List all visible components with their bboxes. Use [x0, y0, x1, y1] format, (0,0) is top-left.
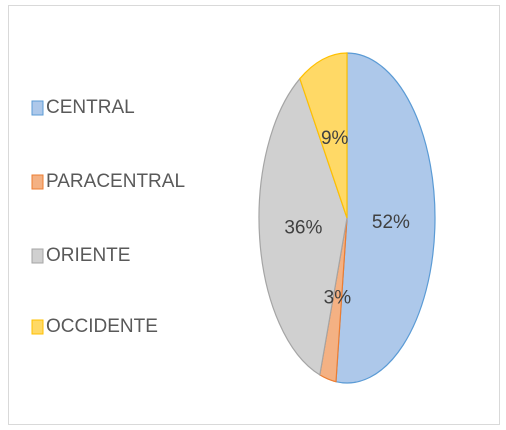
pie-slice	[258, 77, 348, 376]
data-label: 3%	[324, 288, 352, 309]
legend-label: PARACENTRAL	[46, 171, 185, 192]
legend-swatch	[31, 174, 44, 190]
data-label: 52%	[372, 212, 410, 233]
data-label: 36%	[284, 217, 322, 238]
data-label: 9%	[321, 128, 349, 149]
legend-swatch	[31, 100, 44, 116]
legend-label: CENTRAL	[46, 97, 135, 118]
pie-slice	[299, 52, 348, 219]
legend-label: ORIENTE	[46, 245, 130, 266]
legend-label: OCCIDENTE	[46, 316, 158, 337]
pie-slice	[335, 52, 436, 384]
legend-swatch	[31, 248, 44, 264]
legend-swatch	[31, 319, 44, 335]
